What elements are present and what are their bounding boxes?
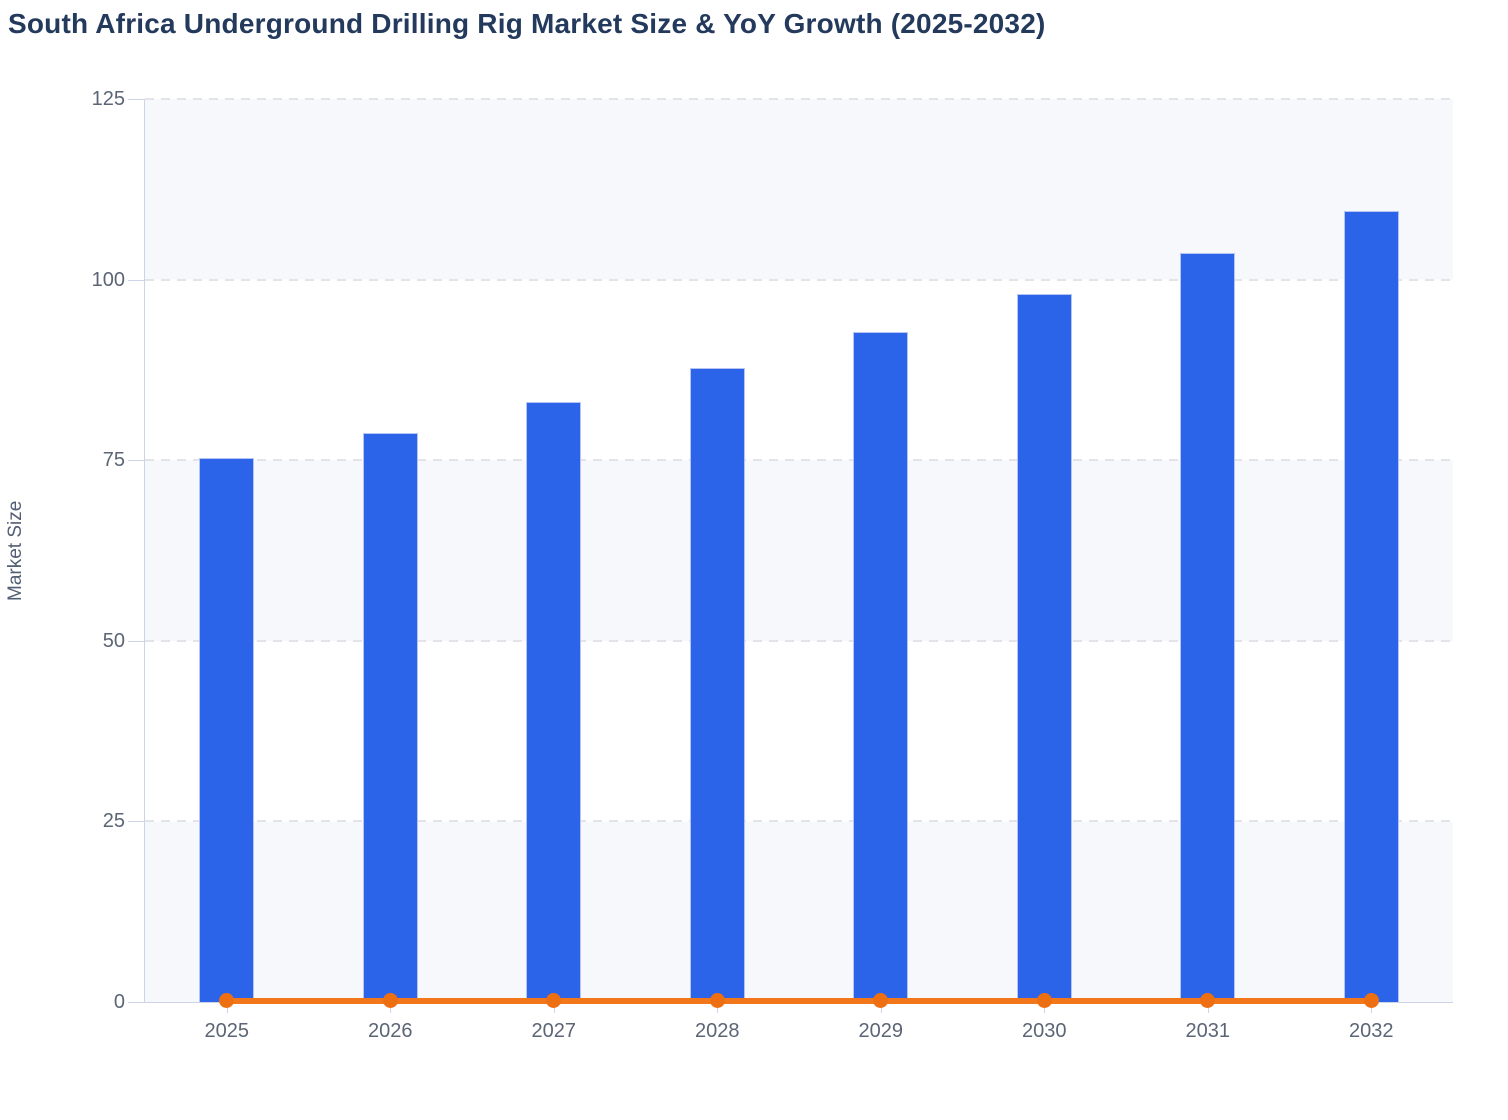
bar-2026[interactable]	[362, 432, 418, 1002]
bar-2031[interactable]	[1180, 252, 1236, 1002]
bar-2030[interactable]	[1016, 294, 1072, 1002]
x-tick-label-2025: 2025	[204, 1020, 250, 1042]
yoy-marker-2032[interactable]	[1363, 992, 1379, 1008]
y-tick-0	[128, 1002, 145, 1003]
gridline-100	[145, 278, 1453, 281]
x-tick-label-2031: 2031	[1185, 1020, 1231, 1042]
x-tick-label-2032: 2032	[1349, 1020, 1394, 1042]
gridline-75	[145, 459, 1453, 462]
yoy-marker-2027[interactable]	[546, 992, 562, 1008]
yoy-growth-line[interactable]	[226, 998, 1372, 1004]
y-tick-50	[128, 640, 145, 642]
bar-2025[interactable]	[199, 458, 255, 1002]
gridline-125	[145, 98, 1453, 100]
y-tick-label-125: 125	[91, 88, 125, 110]
y-tick-label-25: 25	[102, 810, 125, 833]
y-axis-title: Market Size	[5, 500, 26, 601]
yoy-marker-2029[interactable]	[873, 992, 889, 1008]
x-tick-label-2029: 2029	[858, 1020, 904, 1042]
y-tick-100	[128, 279, 145, 281]
bar-2028[interactable]	[689, 367, 745, 1002]
x-tick-label-2028: 2028	[695, 1020, 740, 1042]
y-tick-label-75: 75	[102, 449, 125, 472]
plot-area: 0 25 50 75 100 125 2025 2026 2027 2028 2029 2030 203…	[92, 88, 1453, 1042]
yoy-marker-2025[interactable]	[219, 993, 235, 1008]
yoy-marker-2026[interactable]	[382, 992, 398, 1008]
bar-2032[interactable]	[1343, 210, 1399, 1002]
gridline-50	[145, 639, 1453, 642]
bar-2027[interactable]	[526, 402, 582, 1002]
y-tick-125	[128, 99, 145, 100]
y-tick-25	[128, 821, 145, 823]
yoy-marker-2028[interactable]	[709, 992, 725, 1008]
x-tick-label-2026: 2026	[368, 1020, 413, 1042]
x-tick-label-2030: 2030	[1022, 1020, 1067, 1042]
x-tick-label-2027: 2027	[531, 1020, 577, 1042]
page-title: South Africa Underground Drilling Rig Ma…	[8, 8, 1046, 39]
bar-2029[interactable]	[853, 332, 909, 1002]
gridline-25	[145, 820, 1453, 823]
y-tick-75	[128, 460, 145, 462]
y-tick-label-0: 0	[113, 991, 125, 1013]
yoy-marker-2031[interactable]	[1200, 992, 1216, 1008]
yoy-marker-2030[interactable]	[1036, 992, 1052, 1008]
y-tick-label-50: 50	[102, 629, 125, 652]
y-tick-label-100: 100	[91, 268, 125, 291]
